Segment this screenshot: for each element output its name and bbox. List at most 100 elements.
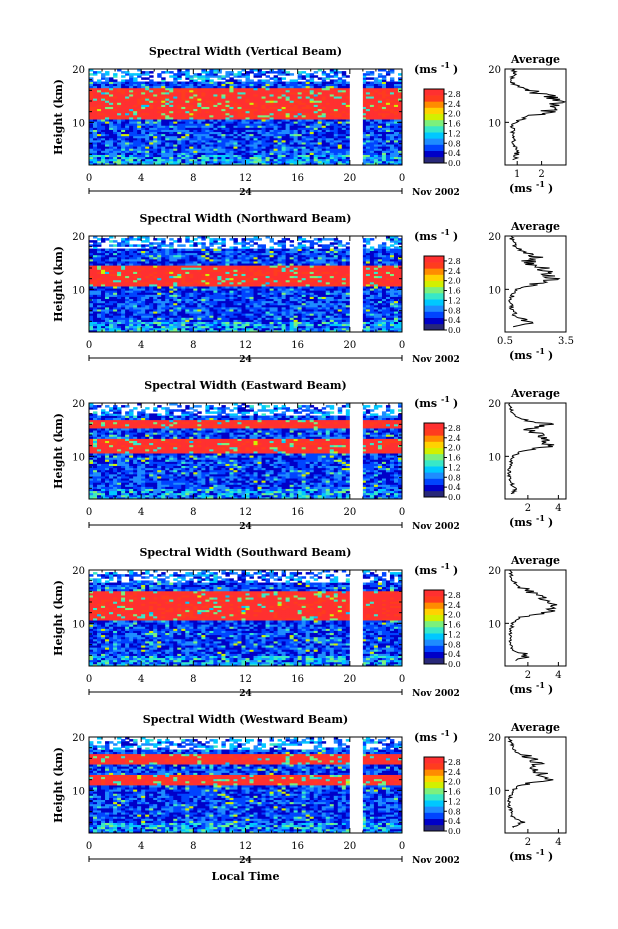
heatmap-cell bbox=[225, 294, 230, 297]
heatmap-cell bbox=[365, 81, 371, 85]
heatmap-cell bbox=[137, 327, 142, 331]
heatmap-cell bbox=[133, 265, 138, 268]
heatmap-cell bbox=[233, 321, 238, 325]
heatmap-cell bbox=[137, 98, 142, 101]
heatmap-cell bbox=[217, 100, 222, 103]
heatmap-cell bbox=[209, 83, 214, 87]
heatmap-cell bbox=[245, 94, 250, 97]
heatmap-cell bbox=[133, 321, 138, 325]
heatmap-cell bbox=[217, 75, 222, 78]
heatmap-cell bbox=[93, 279, 98, 283]
heatmap-cell bbox=[337, 94, 343, 97]
heatmap-cell bbox=[101, 156, 106, 160]
heatmap-cell bbox=[205, 250, 210, 254]
heatmap-cell bbox=[213, 150, 218, 153]
heatmap-cell bbox=[297, 100, 303, 103]
heatmap-cell bbox=[97, 98, 102, 101]
heatmap-cell bbox=[361, 154, 367, 158]
heatmap-cell bbox=[145, 288, 150, 291]
heatmap-cell bbox=[97, 290, 102, 293]
heatmap-cell bbox=[369, 71, 375, 74]
heatmap-cell bbox=[161, 77, 166, 80]
heatmap-cell bbox=[269, 77, 274, 80]
heatmap-cell bbox=[193, 290, 198, 293]
heatmap-cell bbox=[117, 162, 122, 166]
heatmap-cell bbox=[89, 327, 94, 331]
heatmap-cell bbox=[89, 162, 94, 166]
heatmap-cell bbox=[225, 302, 230, 306]
heatmap-cell bbox=[177, 139, 182, 143]
heatmap-cell bbox=[169, 258, 174, 262]
heatmap-cell bbox=[197, 100, 202, 103]
heatmap-cell bbox=[133, 275, 138, 279]
heatmap-cell bbox=[113, 81, 118, 85]
heatmap-cell bbox=[249, 133, 254, 137]
heatmap-cell bbox=[153, 311, 158, 314]
heatmap-cell bbox=[257, 152, 262, 155]
heatmap-cell bbox=[145, 96, 150, 99]
heatmap-cell bbox=[237, 117, 242, 120]
heatmap-cell bbox=[185, 87, 190, 91]
heatmap-cell bbox=[141, 150, 146, 153]
heatmap-cell bbox=[257, 137, 262, 141]
heatmap-cell bbox=[189, 98, 194, 101]
heatmap-cell bbox=[229, 71, 234, 74]
heatmap-cell bbox=[113, 311, 118, 314]
heatmap-cell bbox=[157, 146, 162, 149]
heatmap-cell bbox=[149, 129, 154, 133]
heatmap-cell bbox=[161, 309, 166, 312]
heatmap-cell bbox=[149, 137, 154, 141]
heatmap-cell bbox=[93, 146, 98, 149]
heatmap-cell bbox=[257, 150, 262, 153]
heatmap-cell bbox=[321, 102, 327, 105]
heatmap-cell bbox=[205, 273, 210, 277]
heatmap-cell bbox=[177, 286, 182, 289]
heatmap-cell bbox=[241, 131, 246, 135]
heatmap-cell bbox=[193, 254, 198, 258]
heatmap-cell bbox=[161, 288, 166, 291]
heatmap-cell bbox=[185, 271, 190, 274]
heatmap-cell bbox=[273, 123, 278, 126]
heatmap-cell bbox=[109, 89, 114, 93]
heatmap-cell bbox=[341, 142, 347, 145]
heatmap-cell bbox=[329, 71, 335, 74]
heatmap-cell bbox=[229, 160, 234, 164]
heatmap-cell bbox=[181, 154, 186, 158]
heatmap-cell bbox=[145, 284, 150, 287]
heatmap-cell bbox=[165, 127, 170, 130]
heatmap-cell bbox=[125, 311, 130, 314]
heatmap-cell bbox=[185, 292, 190, 295]
heatmap-cell bbox=[249, 144, 254, 147]
heatmap-cell bbox=[137, 252, 142, 256]
heatmap-cell bbox=[117, 294, 122, 297]
heatmap-cell bbox=[129, 254, 134, 258]
heatmap-cell bbox=[189, 292, 194, 295]
heatmap-cell bbox=[197, 269, 202, 272]
heatmap-cell bbox=[201, 98, 206, 101]
heatmap-cell bbox=[117, 148, 122, 151]
heatmap-cell bbox=[109, 325, 114, 329]
heatmap-cell bbox=[221, 296, 226, 300]
heatmap-cell bbox=[117, 315, 122, 318]
heatmap-cell bbox=[197, 102, 202, 105]
heatmap-cell bbox=[289, 131, 295, 135]
heatmap-cell bbox=[225, 87, 230, 91]
heatmap-cell bbox=[117, 137, 122, 141]
heatmap-cell bbox=[285, 160, 291, 164]
heatmap-cell bbox=[369, 152, 375, 155]
heatmap-cell bbox=[97, 281, 102, 285]
heatmap-cell bbox=[277, 108, 283, 112]
heatmap-cell bbox=[241, 123, 246, 126]
heatmap-cell bbox=[193, 298, 198, 302]
heatmap-cell bbox=[393, 98, 399, 101]
heatmap-cell bbox=[169, 281, 174, 285]
heatmap-cell bbox=[297, 137, 303, 141]
heatmap-cell bbox=[301, 131, 307, 135]
heatmap-cell bbox=[397, 108, 403, 112]
heatmap-cell bbox=[273, 96, 278, 99]
heatmap-cell bbox=[145, 236, 150, 239]
heatmap-cell bbox=[385, 117, 391, 120]
heatmap-cell bbox=[253, 162, 258, 166]
heatmap-cell bbox=[309, 77, 315, 80]
heatmap-cell bbox=[369, 96, 375, 99]
